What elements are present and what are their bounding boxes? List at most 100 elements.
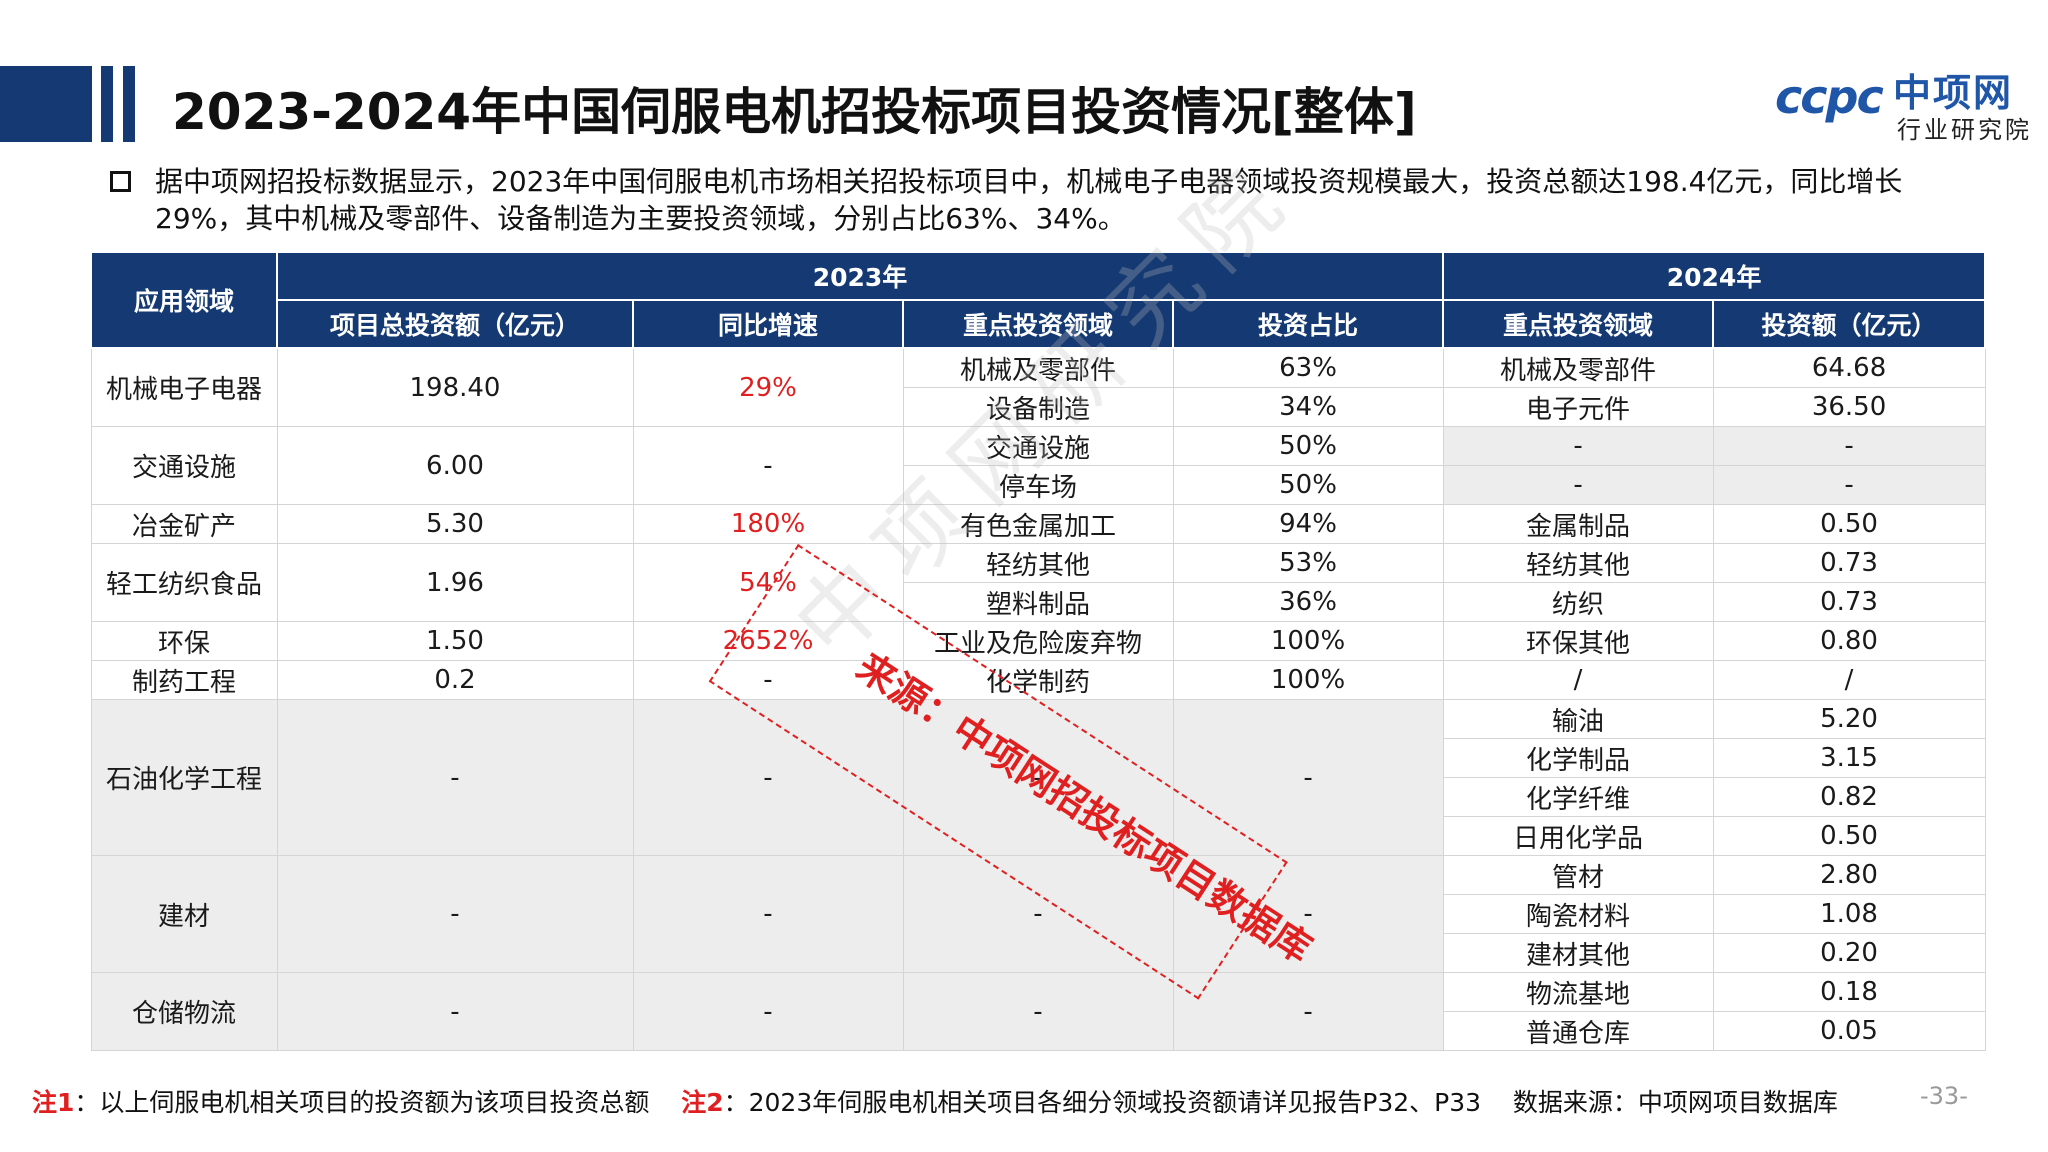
note1-label: 注1: [32, 1088, 75, 1117]
cell-focus-2024: 纺织: [1442, 582, 1714, 622]
cell-focus-2024: 输油: [1442, 699, 1714, 739]
cell-focus-2024: -: [1442, 426, 1714, 466]
cell-share: 50%: [1172, 426, 1444, 466]
note1-text: ：以上伺服电机相关项目的投资额为该项目投资总额: [74, 1088, 650, 1117]
page-number: -33-: [1920, 1082, 1968, 1110]
table-row: 环保 1.50 2652% 工业及危险废弃物 100% 环保其他 0.80: [90, 621, 1986, 661]
ccpc-logo: ccpc 中项网 行业研究院: [1775, 62, 2035, 144]
cell-growth: -: [632, 699, 904, 856]
cell-amount: 0.18: [1712, 972, 1986, 1012]
cell-share: 63%: [1172, 347, 1444, 388]
cell-focus-2024: 电子元件: [1442, 387, 1714, 427]
cell-amount: 0.05: [1712, 1011, 1986, 1051]
logo-subtitle: 行业研究院: [1897, 116, 2032, 144]
cell-growth: -: [632, 855, 904, 973]
title-accent-bar: [0, 66, 92, 142]
cell-focus-2024: 普通仓库: [1442, 1011, 1714, 1051]
cell-focus-2024: 陶瓷材料: [1442, 894, 1714, 934]
cell-focus-2023: -: [902, 699, 1174, 856]
header-amount: 投资额（亿元）: [1712, 299, 1987, 349]
title-accent-stripe: [123, 66, 135, 142]
header-growth: 同比增速: [632, 299, 904, 349]
cell-focus-2023: -: [902, 855, 1174, 973]
cell-share: -: [1172, 699, 1444, 856]
header-2023: 2023年: [275, 251, 1445, 301]
cell-focus-2024: 化学纤维: [1442, 777, 1714, 817]
cell-field: 环保: [90, 621, 278, 661]
cell-amount: 0.80: [1712, 621, 1986, 661]
cell-total: 198.40: [276, 347, 634, 427]
table-row: 建材 - - - - 管材 2.80: [90, 855, 1986, 973]
cell-growth: 29%: [632, 347, 904, 427]
table-row: 交通设施 6.00 - 交通设施 50% - -: [90, 426, 1986, 505]
cell-share: 34%: [1172, 387, 1444, 427]
table-row: 设备制造 34% 电子元件 36.50: [91, 387, 1986, 427]
cell-growth: -: [632, 426, 904, 505]
cell-growth: -: [632, 972, 904, 1051]
cell-total: 1.50: [276, 621, 634, 661]
cell-focus-2023: 工业及危险废弃物: [902, 621, 1174, 661]
cell-amount: 36.50: [1712, 387, 1986, 427]
cell-focus-2024: 建材其他: [1442, 933, 1714, 973]
cell-amount: 0.82: [1712, 777, 1986, 817]
cell-total: 0.2: [276, 660, 634, 700]
page-title: 2023-2024年中国伺服电机招投标项目投资情况[整体]: [172, 83, 1417, 141]
cell-amount: 2.80: [1712, 855, 1986, 895]
table-row: 仓储物流 - - - - 物流基地 0.18: [90, 972, 1986, 1051]
logo-mark: ccpc: [1775, 70, 1884, 124]
table-row: 塑料制品 36% 纺织 0.73: [91, 582, 1986, 622]
cell-field: 轻工纺织食品: [90, 543, 278, 622]
cell-share: 36%: [1172, 582, 1444, 622]
cell-share: 94%: [1172, 504, 1444, 544]
table-row: 停车场 50% - -: [91, 465, 1986, 505]
cell-growth: 54%: [632, 543, 904, 622]
cell-focus-2024: -: [1442, 465, 1714, 505]
header-share: 投资占比: [1171, 299, 1445, 349]
cell-focus-2024: 日用化学品: [1442, 816, 1714, 856]
header-focus-2023: 重点投资领域: [902, 299, 1174, 349]
cell-focus-2023: 停车场: [902, 465, 1174, 505]
cell-focus-2023: 塑料制品: [902, 582, 1174, 622]
cell-amount: 0.50: [1712, 816, 1986, 856]
cell-amount: 0.73: [1712, 543, 1986, 583]
header-focus-2024: 重点投资领域: [1442, 299, 1715, 349]
cell-field: 交通设施: [90, 426, 278, 505]
summary-paragraph: 据中项网招投标数据显示，2023年中国伺服电机市场相关招投标项目中，机械电子电器…: [155, 165, 1903, 235]
footer-notes: 注1：以上伺服电机相关项目的投资额为该项目投资总额 注2：2023年伺服电机相关…: [32, 1083, 1838, 1119]
cell-focus-2023: -: [902, 972, 1174, 1051]
cell-focus-2024: 环保其他: [1442, 621, 1714, 661]
cell-focus-2024: 化学制品: [1442, 738, 1714, 778]
table-row: 日用化学品 0.50: [91, 816, 1986, 856]
cell-amount: 1.08: [1712, 894, 1986, 934]
cell-amount: -: [1712, 426, 1986, 466]
title-accent-stripe: [101, 66, 113, 142]
table-row: 轻工纺织食品 1.96 54% 轻纺其他 53% 轻纺其他 0.73: [90, 543, 1986, 622]
cell-amount: 64.68: [1712, 347, 1986, 388]
header-2024: 2024年: [1442, 251, 1987, 301]
cell-total: -: [276, 972, 634, 1051]
logo-name: 中项网: [1893, 71, 2014, 115]
cell-focus-2024: 金属制品: [1442, 504, 1714, 544]
cell-focus-2024: 机械及零部件: [1442, 347, 1714, 388]
cell-focus-2024: 管材: [1442, 855, 1714, 895]
cell-total: -: [276, 855, 634, 973]
cell-total: -: [276, 699, 634, 856]
square-bullet-icon: [110, 171, 131, 192]
cell-field: 石油化学工程: [90, 699, 278, 856]
cell-focus-2023: 机械及零部件: [902, 347, 1174, 388]
cell-amount: 0.20: [1712, 933, 1986, 973]
table-row: 建材其他 0.20: [91, 933, 1986, 973]
cell-focus-2023: 有色金属加工: [902, 504, 1174, 544]
cell-amount: 0.50: [1712, 504, 1986, 544]
cell-share: 100%: [1172, 660, 1444, 700]
cell-field: 仓储物流: [90, 972, 278, 1051]
header-field: 应用领域: [90, 251, 278, 349]
cell-total: 6.00: [276, 426, 634, 505]
cell-field: 建材: [90, 855, 278, 973]
cell-growth: 180%: [632, 504, 904, 544]
cell-amount: 5.20: [1712, 699, 1986, 739]
cell-field: 冶金矿产: [90, 504, 278, 544]
cell-field: 制药工程: [90, 660, 278, 700]
cell-focus-2023: 设备制造: [902, 387, 1174, 427]
cell-focus-2023: 化学制药: [902, 660, 1174, 700]
